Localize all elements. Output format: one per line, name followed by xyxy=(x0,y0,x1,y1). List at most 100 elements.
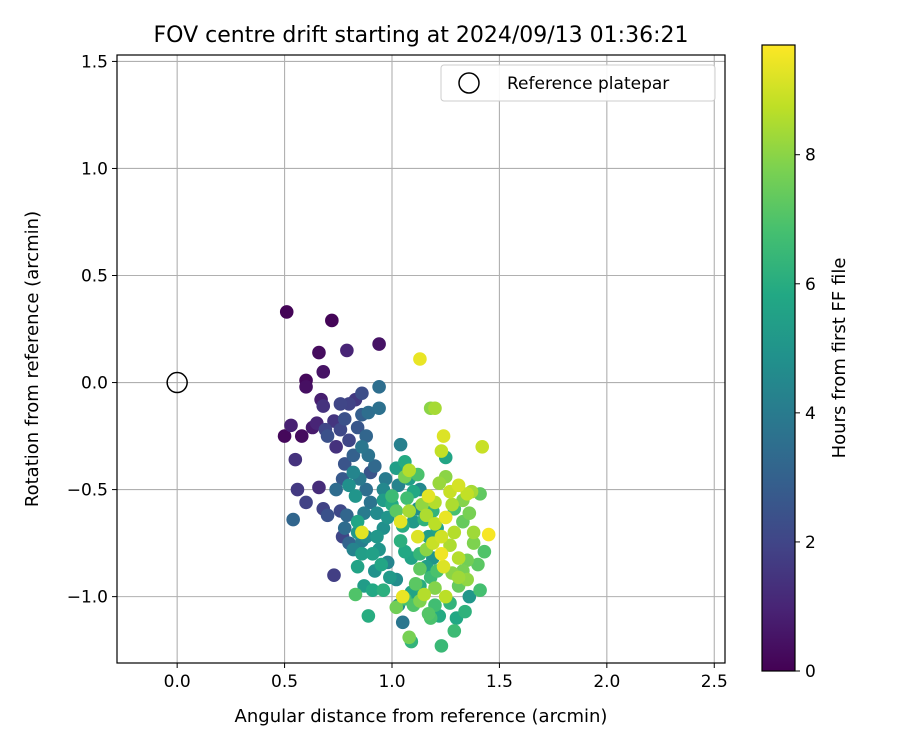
scatter-point xyxy=(374,557,389,572)
scatter-point xyxy=(385,489,399,503)
legend-box xyxy=(440,64,716,102)
scatter-point xyxy=(320,429,335,443)
scatter-point xyxy=(290,482,305,497)
scatter-point xyxy=(350,559,365,574)
scatter-point xyxy=(421,606,436,621)
scatter-point xyxy=(355,525,369,540)
scatter-point xyxy=(462,506,477,520)
scatter-point xyxy=(434,444,449,458)
scatter-point xyxy=(346,465,361,480)
scatter-point xyxy=(402,630,416,645)
scatter-point xyxy=(368,459,382,473)
scatter-point xyxy=(400,491,414,505)
chart-title: FOV centre drift starting at 2024/09/13 … xyxy=(154,23,689,48)
colorbar-tick-label: 2 xyxy=(805,533,816,553)
scatter-point xyxy=(451,478,466,493)
scatter-point xyxy=(395,589,410,604)
y-tick-label: 0.5 xyxy=(81,267,108,287)
legend-marker-icon xyxy=(458,72,480,94)
scatter-point xyxy=(333,397,348,411)
scatter-point xyxy=(350,420,365,435)
scatter-point xyxy=(277,429,292,443)
scatter-point xyxy=(337,412,352,426)
scatter-point xyxy=(355,439,369,454)
scatter-point xyxy=(395,615,410,630)
scatter-point xyxy=(342,478,356,493)
x-tick-label: 2.0 xyxy=(593,672,620,692)
x-tick-label: 1.0 xyxy=(378,672,405,692)
scatter-point xyxy=(434,639,449,653)
scatter-point xyxy=(299,495,313,510)
scatter-point xyxy=(329,439,343,454)
scatter-point xyxy=(316,399,331,413)
scatter-point xyxy=(471,557,485,572)
scatter-point xyxy=(402,504,416,518)
scatter-point xyxy=(406,514,421,529)
scatter-point xyxy=(451,551,466,565)
scatter-point xyxy=(365,583,380,598)
scatter-point xyxy=(393,437,408,452)
scatter-point xyxy=(398,544,412,559)
legend-entry-reference-platepar: Reference platepar xyxy=(507,74,669,94)
scatter-point xyxy=(316,365,331,379)
scatter-point xyxy=(443,538,457,553)
scatter-point xyxy=(279,305,294,319)
scatter-points xyxy=(277,305,496,653)
scatter-point xyxy=(378,472,393,486)
scatter-point xyxy=(447,525,462,540)
scatter-point xyxy=(466,536,481,550)
scatter-point xyxy=(438,510,453,525)
scatter-point xyxy=(473,583,487,598)
y-tick-label: −1.0 xyxy=(67,588,108,608)
scatter-point xyxy=(438,589,453,604)
colorbar-tick-label: 6 xyxy=(805,275,816,295)
scatter-point xyxy=(361,609,376,623)
scatter-point xyxy=(355,386,369,401)
colorbar-ticks: 0 2 4 6 8 xyxy=(795,146,816,682)
scatter-point xyxy=(481,527,496,542)
scatter-point xyxy=(372,401,386,416)
scatter-point xyxy=(348,489,363,503)
scatter-point xyxy=(432,476,447,490)
scatter-point xyxy=(372,380,386,394)
scatter-point xyxy=(312,345,326,360)
scatter-point xyxy=(417,587,432,602)
colorbar-gradient xyxy=(761,44,796,672)
x-tick-label: 2.5 xyxy=(701,672,728,692)
scatter-point xyxy=(436,559,451,574)
reference-platepar-marker xyxy=(166,371,188,394)
scatter-point xyxy=(408,576,423,591)
colorbar-tick-label: 0 xyxy=(805,662,816,682)
scatter-point xyxy=(428,581,442,595)
scatter-point xyxy=(325,313,339,328)
x-axis: 0.0 0.5 1.0 1.5 2.0 2.5 xyxy=(164,663,728,692)
scatter-point xyxy=(419,508,434,523)
grid xyxy=(117,55,725,663)
y-tick-label: 1.5 xyxy=(81,52,108,72)
scatter-point xyxy=(460,487,474,501)
scatter-point xyxy=(294,429,309,443)
scatter-point xyxy=(436,429,451,443)
scatter-point xyxy=(346,448,361,463)
scatter-point xyxy=(434,547,449,561)
colorbar-label: Hours from first FF file xyxy=(829,258,850,459)
scatter-point xyxy=(389,504,404,518)
y-tick-label: 0.0 xyxy=(81,374,108,394)
x-tick-label: 0.0 xyxy=(164,672,191,692)
scatter-point xyxy=(337,457,352,471)
scatter-point xyxy=(421,489,436,503)
scatter-point xyxy=(393,534,408,548)
scatter-point xyxy=(447,624,462,638)
y-axis-label: Rotation from reference (arcmin) xyxy=(22,211,43,507)
scatter-point xyxy=(370,529,384,544)
scatter-point xyxy=(299,380,313,394)
scatter-point xyxy=(350,514,365,529)
scatter-point xyxy=(286,512,300,527)
scatter-point xyxy=(337,521,352,535)
scatter-point xyxy=(372,337,386,351)
legend: Reference platepar xyxy=(440,64,716,102)
scatter-point xyxy=(458,604,472,619)
colorbar: 0 2 4 6 8 Hours from first FF file xyxy=(761,44,850,682)
